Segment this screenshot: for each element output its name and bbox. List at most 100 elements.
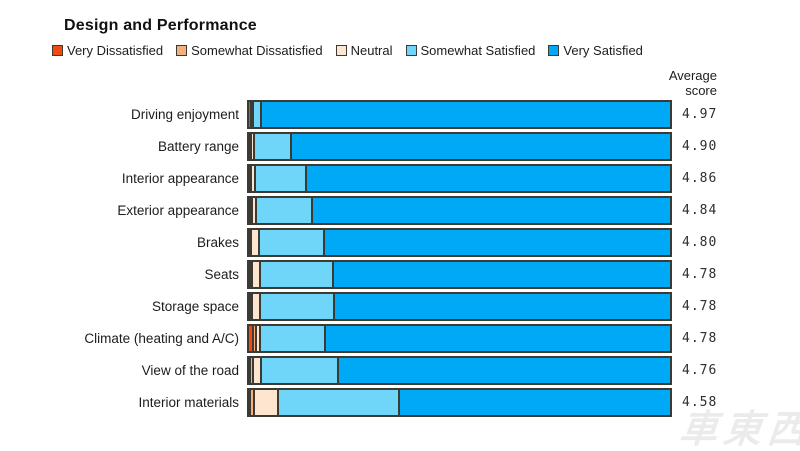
bar-segment-somewhat-satisfied (260, 260, 333, 288)
bar-rows: Driving enjoyment 4.97 Battery range 4.9… (0, 98, 800, 418)
bar-row: View of the road 4.76 (0, 354, 800, 386)
bar-segment-very-satisfied (312, 196, 671, 224)
bar-segment-somewhat-satisfied (256, 196, 313, 224)
stacked-bar (247, 163, 672, 193)
average-score-value: 4.90 (682, 138, 718, 154)
bar-segment-somewhat-dissatisfied (250, 292, 253, 320)
bar-segment-very-dissatisfied (248, 260, 251, 288)
average-score-value: 4.84 (682, 202, 718, 218)
legend-item: Very Dissatisfied (52, 43, 163, 58)
legend-label: Very Satisfied (563, 43, 643, 58)
bar-segment-very-dissatisfied (248, 100, 251, 128)
bar-row: Climate (heating and A/C) 4.78 (0, 322, 800, 354)
average-score-value: 4.58 (682, 394, 718, 410)
category-label: Interior appearance (121, 170, 239, 186)
stacked-bar (247, 99, 672, 129)
bar-segment-somewhat-dissatisfied (250, 164, 252, 192)
bar-segment-very-satisfied (290, 132, 671, 160)
stacked-bar (247, 355, 672, 385)
legend-swatch-icon (548, 45, 560, 56)
bar-segment-neutral (253, 356, 262, 384)
category-label: Battery range (157, 138, 239, 154)
bar-segment-somewhat-dissatisfied (250, 388, 254, 416)
chart-title: Design and Performance (64, 17, 257, 34)
bar-row: Interior appearance 4.86 (0, 162, 800, 194)
average-score-value: 4.80 (682, 234, 718, 250)
legend-label: Neutral (350, 43, 393, 58)
bar-segment-very-satisfied (324, 324, 671, 352)
bar-segment-neutral (252, 196, 257, 224)
legend-label: Somewhat Dissatisfied (191, 43, 323, 58)
bar-segment-somewhat-dissatisfied (250, 260, 252, 288)
bar-segment-very-dissatisfied (248, 356, 251, 384)
average-score-value: 4.78 (682, 330, 718, 346)
bar-segment-somewhat-satisfied (258, 228, 324, 256)
category-label: Driving enjoyment (130, 106, 239, 122)
bar-segment-neutral (250, 228, 259, 256)
bar-segment-somewhat-satisfied (260, 292, 334, 320)
legend-label: Somewhat Satisfied (420, 43, 536, 58)
category-label: Brakes (196, 234, 239, 250)
bar-segment-very-satisfied (398, 388, 671, 416)
stacked-bar (247, 195, 672, 225)
stacked-bar (247, 131, 672, 161)
bar-row: Driving enjoyment 4.97 (0, 98, 800, 130)
stacked-bar (247, 291, 672, 321)
bar-segment-somewhat-dissatisfied (249, 228, 251, 256)
bar-segment-very-dissatisfied (248, 164, 251, 192)
legend-item: Somewhat Satisfied (405, 43, 536, 58)
category-label: Climate (heating and A/C) (84, 330, 239, 346)
bar-segment-very-satisfied (305, 164, 671, 192)
stacked-bar (247, 227, 672, 257)
bar-segment-very-satisfied (323, 228, 671, 256)
bar-segment-somewhat-dissatisfied (250, 100, 252, 128)
bar-row: Battery range 4.90 (0, 130, 800, 162)
legend-swatch-icon (176, 45, 188, 56)
average-score-value: 4.86 (682, 170, 718, 186)
category-label: Interior materials (138, 394, 239, 410)
category-label: View of the road (141, 362, 239, 378)
bar-segment-neutral (256, 324, 260, 352)
bar-segment-somewhat-dissatisfied (250, 132, 252, 160)
bar-segment-very-dissatisfied (248, 132, 251, 160)
bar-segment-very-satisfied (337, 356, 671, 384)
legend-swatch-icon (405, 45, 417, 56)
category-label: Exterior appearance (117, 202, 239, 218)
bar-segment-very-dissatisfied (248, 388, 251, 416)
legend-item: Very Satisfied (548, 43, 643, 58)
bar-segment-neutral (253, 388, 278, 416)
bar-segment-somewhat-satisfied (253, 100, 261, 128)
average-score-value: 4.78 (682, 298, 718, 314)
average-score-value: 4.97 (682, 106, 718, 122)
bar-segment-neutral (251, 260, 261, 288)
category-label: Seats (204, 266, 239, 282)
bar-segment-somewhat-satisfied (261, 356, 338, 384)
stacked-bar (247, 259, 672, 289)
average-score-header: Average score (668, 68, 717, 99)
bar-row: Interior materials 4.58 (0, 386, 800, 418)
bar-segment-somewhat-dissatisfied (250, 356, 254, 384)
stacked-bar (247, 387, 672, 417)
bar-segment-neutral (251, 164, 255, 192)
legend: Very Dissatisfied Somewhat Dissatisfied … (52, 43, 643, 58)
average-score-value: 4.78 (682, 266, 718, 282)
bar-segment-somewhat-satisfied (253, 132, 291, 160)
legend-item: Somewhat Dissatisfied (176, 43, 323, 58)
stacked-bar (247, 323, 672, 353)
bar-segment-neutral (251, 132, 254, 160)
bar-segment-very-satisfied (260, 100, 671, 128)
bar-row: Brakes 4.80 (0, 226, 800, 258)
average-score-value: 4.76 (682, 362, 718, 378)
legend-swatch-icon (335, 45, 347, 56)
bar-segment-neutral (251, 100, 254, 128)
bar-row: Exterior appearance 4.84 (0, 194, 800, 226)
legend-swatch-icon (52, 45, 63, 56)
category-label: Storage space (151, 298, 239, 314)
legend-item: Neutral (335, 43, 393, 58)
bar-row: Storage space 4.78 (0, 290, 800, 322)
bar-segment-somewhat-satisfied (259, 324, 325, 352)
bar-segment-very-satisfied (333, 292, 671, 320)
bar-segment-very-dissatisfied (248, 324, 254, 352)
bar-segment-somewhat-satisfied (277, 388, 399, 416)
